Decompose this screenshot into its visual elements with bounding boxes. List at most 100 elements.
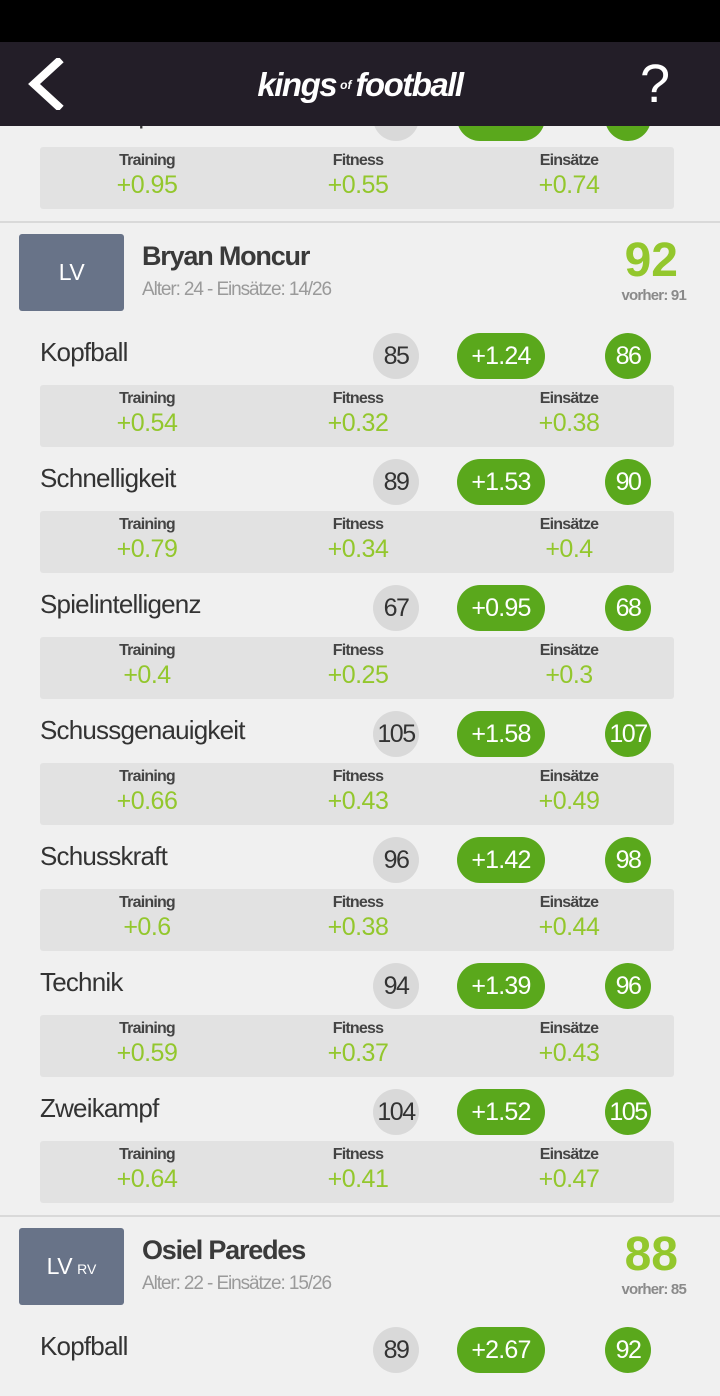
breakdown-label: Training: [119, 516, 176, 533]
gain-pill: +1.39: [457, 963, 545, 1009]
player-card-bryan-moncur: LV Bryan Moncur Alter: 24 - Einsätze: 14…: [0, 221, 720, 1215]
breakdown-appearances: Einsätze +0.3: [489, 637, 649, 690]
content-scroll-area[interactable]: Zweikampf 89 +2.24 91 Training +0.95 Fitness +0…: [0, 126, 720, 1396]
attribute-name: Schussgenauigkeit: [40, 715, 245, 745]
breakdown-appearances: Einsätze +0.44: [489, 889, 649, 942]
attribute-block: Zweikampf 89 +2.24 91 Training +0.95 Fitness +0…: [0, 126, 720, 221]
attribute-row[interactable]: Schussgenauigkeit 105 +1.58 107: [0, 711, 720, 757]
breakdown-fitness: Fitness +0.32: [278, 385, 438, 438]
player-meta: Alter: 24 - Einsätze: 14/26: [142, 279, 332, 300]
player-meta: Alter: 22 - Einsätze: 15/26: [142, 1273, 332, 1294]
player-header[interactable]: LV Bryan Moncur Alter: 24 - Einsätze: 14…: [0, 223, 720, 333]
attribute-row[interactable]: Schusskraft 96 +1.42 98: [0, 837, 720, 883]
new-value-badge: 92: [605, 1327, 651, 1373]
player-name: Osiel Paredes: [142, 1235, 306, 1265]
attribute-row[interactable]: Kopfball 85 +1.24 86: [0, 333, 720, 379]
player-header[interactable]: LV RV Osiel Paredes Alter: 22 - Einsätze…: [0, 1217, 720, 1327]
base-value-badge: 105: [373, 711, 419, 757]
breakdown-label: Fitness: [332, 390, 384, 407]
attribute-block: Schusskraft 96 +1.42 98 Training +0.6 Fitness +…: [0, 837, 720, 963]
gain-pill: +1.24: [457, 333, 545, 379]
breakdown-label: Einsätze: [539, 390, 599, 407]
attribute-row[interactable]: Zweikampf 89 +2.24 91: [0, 126, 720, 141]
breakdown-training: Training +0.66: [67, 763, 227, 816]
gain-breakdown: Training +0.66 Fitness +0.43 Einsätze +0.49: [40, 763, 674, 825]
breakdown-value: +0.34: [327, 535, 389, 563]
gain-pill: +2.67: [457, 1327, 545, 1373]
attribute-block: Spielintelligenz 67 +0.95 68 Training +0.4 Fit…: [0, 585, 720, 711]
gain-breakdown: Training +0.95 Fitness +0.55 Einsätze +0.74: [40, 147, 674, 209]
attribute-row[interactable]: Spielintelligenz 67 +0.95 68: [0, 585, 720, 631]
attribute-block: Technik 94 +1.39 96 Training +0.59 Fitness +0.3…: [0, 963, 720, 1089]
breakdown-value: +0.47: [538, 1165, 600, 1193]
breakdown-value: +0.43: [327, 787, 389, 815]
breakdown-training: Training +0.79: [67, 511, 227, 564]
help-button[interactable]: ?: [640, 54, 670, 114]
breakdown-label: Einsätze: [539, 894, 599, 911]
breakdown-fitness: Fitness +0.38: [278, 889, 438, 942]
attribute-row[interactable]: Kopfball 89 +2.67 92: [0, 1327, 720, 1373]
breakdown-label: Fitness: [332, 516, 384, 533]
breakdown-appearances: Einsätze +0.47: [489, 1141, 649, 1194]
breakdown-label: Einsätze: [539, 642, 599, 659]
gain-breakdown: Training +0.6 Fitness +0.38 Einsätze +0.44: [40, 889, 674, 951]
base-value-badge: 85: [373, 333, 419, 379]
player-rating: 88: [624, 1228, 678, 1281]
attribute-name: Spielintelligenz: [40, 589, 201, 619]
breakdown-training: Training +0.6: [67, 889, 227, 942]
gain-pill: +1.53: [457, 459, 545, 505]
breakdown-value: +0.79: [116, 535, 178, 563]
breakdown-training: Training +0.4: [67, 637, 227, 690]
base-value-badge: 89: [373, 459, 419, 505]
gain-pill: +1.42: [457, 837, 545, 883]
breakdown-value: +0.74: [538, 171, 600, 199]
gain-pill: +2.24: [457, 126, 545, 141]
gain-breakdown: Training +0.59 Fitness +0.37 Einsätze +0.43: [40, 1015, 674, 1077]
attribute-row[interactable]: Technik 94 +1.39 96: [0, 963, 720, 1009]
breakdown-training: Training +0.59: [67, 1015, 227, 1068]
gain-breakdown: Training +0.4 Fitness +0.25 Einsätze +0.3: [40, 637, 674, 699]
logo-text-of: of: [340, 78, 352, 93]
attribute-name: Technik: [40, 967, 123, 997]
breakdown-training: Training +0.95: [67, 147, 227, 200]
breakdown-label: Einsätze: [539, 1020, 599, 1037]
breakdown-label: Einsätze: [539, 768, 599, 785]
breakdown-value: +0.38: [327, 913, 389, 941]
previous-player-section: Zweikampf 89 +2.24 91 Training +0.95 Fitness +0…: [0, 126, 720, 221]
attribute-row[interactable]: Zweikampf 104 +1.52 105: [0, 1089, 720, 1135]
position-label: LV: [46, 1253, 73, 1279]
breakdown-appearances: Einsätze +0.38: [489, 385, 649, 438]
gain-breakdown: Training +0.54 Fitness +0.32 Einsätze +0.38: [40, 385, 674, 447]
breakdown-value: +0.64: [116, 1165, 178, 1193]
breakdown-value: +0.43: [538, 1039, 600, 1067]
breakdown-label: Training: [119, 894, 176, 911]
app-header: kings of football ?: [0, 42, 720, 126]
breakdown-value: +0.25: [327, 661, 389, 689]
attribute-block: Kopfball 89 +2.67 92: [0, 1327, 720, 1396]
new-value-badge: 105: [605, 1089, 651, 1135]
breakdown-label: Einsätze: [539, 152, 599, 169]
app-logo: kings of football: [0, 66, 720, 104]
chevron-left-icon: [28, 58, 64, 110]
breakdown-label: Fitness: [332, 1146, 384, 1163]
attribute-row[interactable]: Schnelligkeit 89 +1.53 90: [0, 459, 720, 505]
breakdown-label: Fitness: [332, 1020, 384, 1037]
attribute-block: Schussgenauigkeit 105 +1.58 107 Training +0.6…: [0, 711, 720, 837]
base-value-badge: 104: [373, 1089, 419, 1135]
breakdown-appearances: Einsätze +0.49: [489, 763, 649, 816]
new-value-badge: 107: [605, 711, 651, 757]
question-mark-icon: ?: [639, 54, 670, 114]
gain-pill: +1.58: [457, 711, 545, 757]
attribute-name: Kopfball: [40, 337, 128, 367]
base-value-badge: 96: [373, 837, 419, 883]
attribute-name: Schusskraft: [40, 841, 168, 871]
attribute-block: Schnelligkeit 89 +1.53 90 Training +0.79 Fitne…: [0, 459, 720, 585]
breakdown-label: Training: [119, 768, 176, 785]
attribute-block: Kopfball 85 +1.24 86 Training +0.54 Fitness +0.…: [0, 333, 720, 459]
breakdown-label: Fitness: [332, 894, 384, 911]
breakdown-value: +0.44: [538, 913, 600, 941]
back-button[interactable]: [18, 56, 74, 112]
breakdown-label: Einsätze: [539, 516, 599, 533]
breakdown-value: +0.4: [123, 661, 171, 689]
breakdown-appearances: Einsätze +0.43: [489, 1015, 649, 1068]
